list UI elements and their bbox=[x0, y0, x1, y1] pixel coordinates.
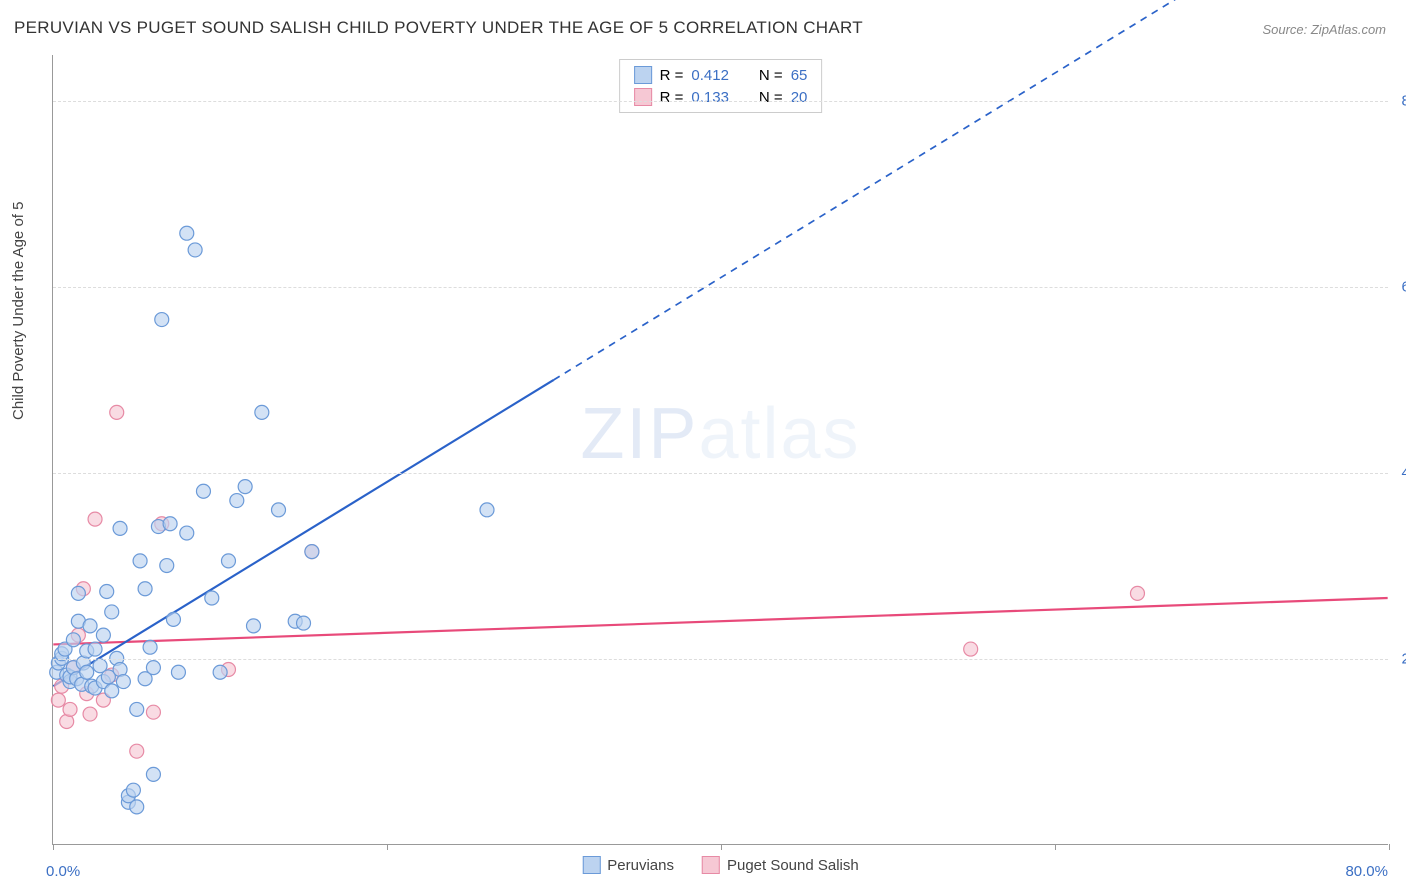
y-tick-label: 40.0% bbox=[1401, 465, 1406, 482]
legend-series-item: Peruvians bbox=[582, 856, 674, 874]
legend-n-label: N = bbox=[759, 89, 783, 106]
legend-swatch bbox=[634, 66, 652, 84]
y-tick-label: 80.0% bbox=[1401, 93, 1406, 110]
legend-r-value: 0.412 bbox=[691, 67, 729, 84]
x-max-label: 80.0% bbox=[1345, 863, 1388, 880]
legend-r-label: R = bbox=[660, 67, 684, 84]
series-legend: Peruvians Puget Sound Salish bbox=[582, 856, 858, 874]
legend-r-value: 0.133 bbox=[691, 89, 729, 106]
x-tick bbox=[387, 844, 388, 850]
legend-row: R = 0.133 N = 20 bbox=[634, 86, 808, 108]
x-tick bbox=[1389, 844, 1390, 850]
legend-n-label: N = bbox=[759, 67, 783, 84]
legend-n-value: 65 bbox=[791, 67, 808, 84]
gridline bbox=[53, 659, 1388, 660]
legend-row: R = 0.412 N = 65 bbox=[634, 64, 808, 86]
chart-svg bbox=[53, 55, 1388, 844]
correlation-legend: R = 0.412 N = 65 R = 0.133 N = 20 bbox=[619, 59, 823, 113]
y-tick-label: 60.0% bbox=[1401, 279, 1406, 296]
x-tick bbox=[721, 844, 722, 850]
legend-swatch bbox=[582, 856, 600, 874]
legend-series-label: Puget Sound Salish bbox=[727, 857, 859, 874]
source-attribution: Source: ZipAtlas.com bbox=[1262, 22, 1386, 37]
x-tick bbox=[53, 844, 54, 850]
y-axis-label: Child Poverty Under the Age of 5 bbox=[10, 202, 27, 420]
chart-plot-area: ZIPatlas R = 0.412N = 65R = 0.133N = 20 … bbox=[52, 55, 1388, 845]
chart-title: PERUVIAN VS PUGET SOUND SALISH CHILD POV… bbox=[14, 18, 863, 38]
legend-swatch bbox=[702, 856, 720, 874]
gridline bbox=[53, 473, 1388, 474]
x-origin-label: 0.0% bbox=[46, 863, 80, 880]
legend-n-value: 20 bbox=[791, 89, 808, 106]
legend-swatch bbox=[634, 88, 652, 106]
legend-r-label: R = bbox=[660, 89, 684, 106]
legend-series-item: Puget Sound Salish bbox=[702, 856, 859, 874]
x-tick bbox=[1055, 844, 1056, 850]
gridline bbox=[53, 287, 1388, 288]
y-tick-label: 20.0% bbox=[1401, 651, 1406, 668]
gridline bbox=[53, 101, 1388, 102]
legend-series-label: Peruvians bbox=[607, 857, 674, 874]
